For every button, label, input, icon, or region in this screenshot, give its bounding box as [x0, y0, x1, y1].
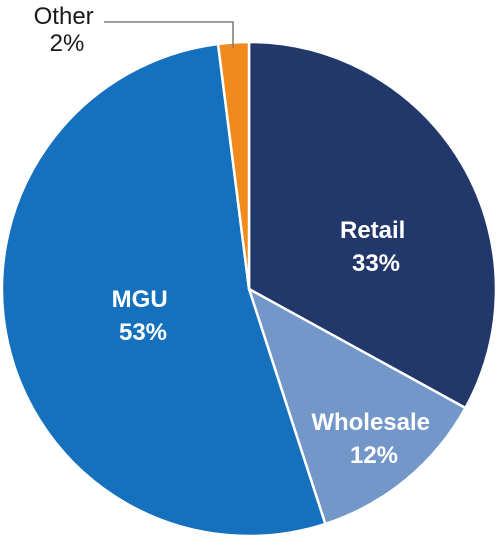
slice-name-other: Other — [34, 3, 94, 30]
slice-label-wholesale: Wholesale 12% — [311, 409, 436, 469]
slice-value-wholesale: 12% — [350, 442, 398, 469]
pie-slices — [0, 40, 498, 538]
slice-label-mgu: MGU 53% — [112, 286, 175, 346]
slice-value-other: 2% — [50, 30, 85, 57]
pie-slice-mgu — [0, 42, 327, 538]
slice-name-mgu: MGU — [112, 286, 168, 313]
slice-name-wholesale: Wholesale — [311, 409, 430, 436]
slice-label-other: Other 2% — [34, 3, 101, 57]
pie-slice-retail — [247, 40, 498, 410]
leader-line-other — [104, 21, 234, 48]
pie-slice-wholesale — [246, 286, 468, 526]
slice-value-mgu: 53% — [119, 319, 167, 346]
slice-name-retail: Retail — [340, 217, 405, 244]
slice-label-retail: Retail 33% — [340, 217, 412, 277]
slice-value-retail: 33% — [352, 250, 400, 277]
